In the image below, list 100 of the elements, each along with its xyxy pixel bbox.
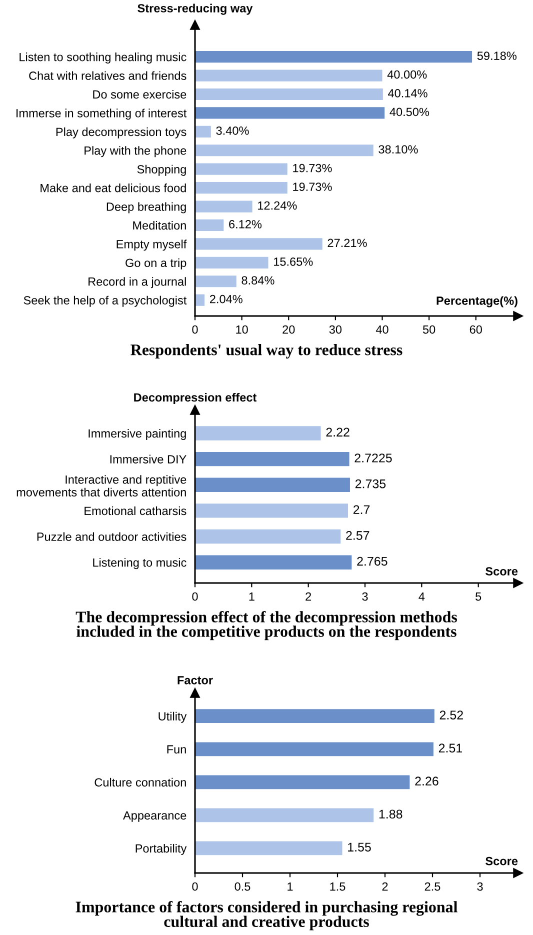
data-label: 1.55	[348, 842, 371, 852]
y-tick-label: Empty myself	[116, 240, 187, 251]
x-tick-label: 1.5	[330, 882, 346, 891]
y-tick-label: Record in a journal	[88, 277, 186, 288]
bar	[195, 126, 211, 138]
bar	[195, 70, 382, 82]
data-label: 12.24%	[258, 201, 297, 210]
bar	[195, 808, 374, 822]
bar	[195, 51, 472, 63]
bar	[195, 841, 342, 856]
bar	[195, 144, 374, 156]
data-label: 3.40%	[216, 126, 249, 135]
data-label: 2.7225	[354, 454, 392, 462]
text: The decompression effect of the decompression methods included in the competitive products on the respondents	[76, 611, 458, 640]
x-axis-title: Score	[486, 856, 518, 866]
x-tick-label: 3	[362, 592, 368, 601]
y-tick-label: Chat with relatives and friends	[29, 71, 186, 80]
bar	[195, 276, 236, 288]
y-tick-label: Portability	[136, 844, 187, 855]
data-label: 15.65%	[274, 257, 313, 266]
y-tick-label: Shopping	[137, 164, 186, 176]
x-tick-label: 2	[382, 882, 388, 891]
data-label: 40.14%	[388, 89, 428, 98]
y-axis-title: Factor	[178, 676, 213, 684]
y-tick-label: Immerse in something of interest	[16, 108, 187, 120]
data-label: 59.18%	[477, 52, 516, 60]
y-tick-label: Immersive painting	[88, 428, 186, 440]
x-tick-label: 40	[376, 325, 388, 334]
x-tick-label: 2	[306, 592, 312, 601]
bar	[195, 775, 410, 790]
data-label: 19.73%	[293, 182, 332, 191]
data-label: 2.26	[415, 776, 438, 786]
bar	[195, 478, 350, 492]
y-tick-label: Listening to music	[93, 558, 186, 570]
y-tick-label: Puzzle and outdoor activities	[37, 532, 186, 541]
y-tick-label: Immersive DIY	[110, 454, 186, 464]
bar	[195, 555, 352, 570]
data-label: 2.765	[357, 556, 388, 566]
x-tick-label: 0	[192, 592, 198, 601]
y-tick-label: Seek the help of a psychologist	[24, 296, 187, 307]
data-label: 2.735	[355, 479, 386, 488]
x-tick-label: 20	[282, 325, 295, 334]
y-tick-label: Utility	[158, 712, 187, 723]
y-tick-label: Emotional catharsis	[84, 506, 186, 516]
y-tick-label: Play decompression toys	[56, 127, 186, 138]
bar	[195, 238, 322, 250]
data-label: 27.21%	[328, 238, 367, 248]
y-tick-label: Go on a trip	[126, 258, 186, 270]
x-tick-label: 60	[470, 325, 482, 334]
data-label: 8.84%	[242, 276, 274, 285]
y-tick-label: Deep breathing	[106, 202, 186, 214]
text: Importance of factors considered in purchasing regional cultural and creative products	[76, 901, 458, 930]
x-tick-label: 4	[418, 592, 425, 601]
y-tick-label: Culture connation	[94, 778, 186, 787]
bar	[195, 219, 224, 232]
y-tick-label: Fun	[167, 745, 186, 754]
data-label: 2.7	[353, 505, 370, 514]
y-tick-label: Meditation	[133, 220, 186, 230]
bar	[195, 182, 288, 194]
y-tick-label: Appearance	[123, 811, 186, 822]
data-label: 6.12%	[229, 220, 262, 228]
data-label: 19.73%	[293, 164, 332, 172]
x-tick-label: 0	[192, 325, 198, 334]
data-label: 1.88	[379, 810, 402, 819]
bar	[195, 529, 341, 544]
bar	[195, 504, 348, 518]
data-label: 38.10%	[378, 145, 418, 154]
bar	[195, 88, 383, 100]
x-tick-label: 50	[422, 325, 436, 334]
y-tick-label: Play with the phone	[84, 146, 186, 158]
y-tick-label: Interactive and reptitive movements that diverts attention	[16, 475, 186, 496]
x-tick-label: 10	[236, 325, 248, 334]
y-tick-label: Do some exercise	[93, 90, 186, 99]
x-tick-label: 1	[288, 882, 293, 891]
text: Respondents' usual way to reduce stress	[130, 344, 402, 359]
bar	[195, 426, 321, 440]
x-tick-label: 3	[477, 882, 483, 891]
bar	[195, 709, 434, 724]
x-axis-title: Percentage(%)	[436, 296, 518, 308]
data-label: 40.00%	[387, 70, 427, 79]
data-label: 2.04%	[210, 294, 242, 304]
bar	[195, 742, 434, 756]
y-axis-title: Stress-reducing way	[138, 4, 253, 15]
bar	[195, 452, 350, 466]
x-tick-label: 30	[329, 325, 342, 334]
x-tick-label: 1	[249, 592, 254, 601]
x-axis-title: Score	[486, 567, 518, 576]
data-label: 40.50%	[390, 108, 430, 116]
bar	[195, 163, 288, 175]
data-label: 2.52	[440, 710, 463, 720]
bar	[195, 256, 268, 268]
x-tick-label: 0	[192, 882, 198, 891]
y-tick-label: Listen to soothing healing music	[20, 52, 186, 64]
x-tick-label: 5	[476, 592, 482, 601]
y-axis-title: Decompression effect	[134, 392, 257, 404]
bar	[195, 200, 252, 212]
data-label: 2.22	[326, 428, 350, 436]
y-tick-label: Make and eat delicious food	[40, 184, 186, 192]
data-label: 2.51	[438, 744, 462, 752]
x-tick-label: 2.5	[424, 882, 440, 891]
